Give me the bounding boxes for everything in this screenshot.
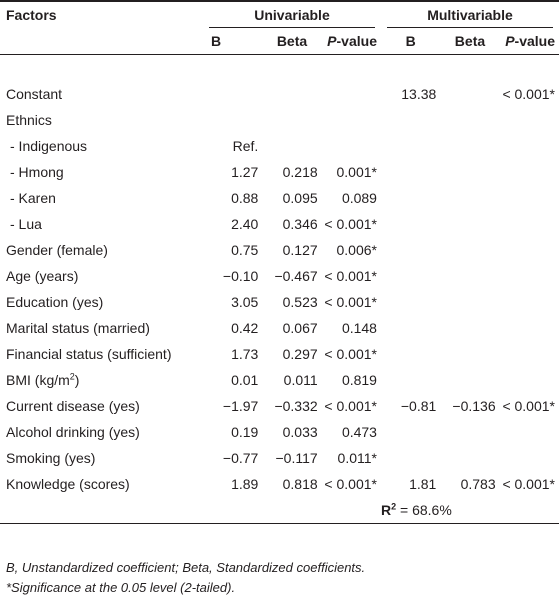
table-row: - Indigenous Ref. — [0, 133, 559, 159]
factor-label: Smoking (yes) — [6, 450, 96, 466]
factor-label: Marital status (married) — [6, 320, 150, 336]
factor-label: - Karen — [10, 190, 56, 206]
header-row-columns: B Beta P-value B Beta P-value — [0, 28, 559, 55]
factor-label: Constant — [6, 86, 63, 102]
table-row: Gender (female) 0.75 0.127 0.006* — [0, 237, 559, 263]
table-row: Constant 13.38 < 0.001* — [0, 81, 559, 107]
table-row: Marital status (married) 0.42 0.067 0.148 — [0, 315, 559, 341]
factor-label: - Indigenous — [10, 138, 88, 154]
factor-label: Education (yes) — [6, 294, 104, 310]
factor-label: BMI (kg/m2) — [6, 371, 80, 388]
table-row: Ethnics — [0, 107, 559, 133]
table-row: BMI (kg/m2) 0.01 0.011 0.819 — [0, 367, 559, 393]
footnote-significance: *Significance at the 0.05 level (2-taile… — [6, 580, 236, 595]
header-row-groups: Factors Univariable Multivariable — [0, 1, 559, 28]
factor-label: Knowledge (scores) — [6, 476, 130, 492]
univariable-beta-header: Beta — [276, 33, 308, 49]
r-squared-row: R2 = 68.6% — [0, 497, 559, 524]
factors-header: Factors — [6, 7, 57, 23]
multivariable-b-header: B — [405, 33, 416, 49]
table-row: Current disease (yes) −1.97 −0.332 < 0.001… — [0, 393, 559, 419]
table-row: - Karen 0.88 0.095 0.089 — [0, 185, 559, 211]
table-row: Financial status (sufficient) 1.73 0.297 <… — [0, 341, 559, 367]
table-row: Age (years) −0.10 −0.467 < 0.001* — [0, 263, 559, 289]
univariable-header: Univariable — [203, 1, 381, 28]
factor-label: - Hmong — [10, 164, 64, 180]
univariable-p-header: P-value — [327, 33, 377, 49]
factor-label: Financial status (sufficient) — [6, 346, 172, 362]
table-row: Smoking (yes) −0.77 −0.117 0.011* — [0, 445, 559, 471]
factor-label: - Lua — [10, 216, 42, 232]
table-row: - Hmong 1.27 0.218 0.001* — [0, 159, 559, 185]
table-row: Knowledge (scores) 1.89 0.818 < 0.001* 1.8… — [0, 471, 559, 497]
factor-label: Ethnics — [6, 112, 52, 128]
table-row: Education (yes) 3.05 0.523 < 0.001* — [0, 289, 559, 315]
multivariable-header: Multivariable — [381, 1, 559, 28]
r-squared-value: R2 = 68.6% — [380, 501, 452, 518]
univariable-b-header: B — [211, 33, 222, 49]
multivariable-p-header: P-value — [505, 33, 555, 49]
factor-label: Gender (female) — [6, 242, 108, 258]
factor-label: Age (years) — [6, 268, 79, 284]
regression-table: Factors Univariable Multivariable B Beta… — [0, 1, 559, 524]
factor-label: Current disease (yes) — [6, 398, 140, 414]
footnote-abbreviations: B, Unstandardized coefficient; Beta, Sta… — [6, 560, 366, 575]
factor-label: Alcohol drinking (yes) — [6, 424, 140, 440]
table-row: Alcohol drinking (yes) 0.19 0.033 0.473 — [0, 419, 559, 445]
table-row: - Lua 2.40 0.346 < 0.001* — [0, 211, 559, 237]
multivariable-beta-header: Beta — [454, 33, 486, 49]
